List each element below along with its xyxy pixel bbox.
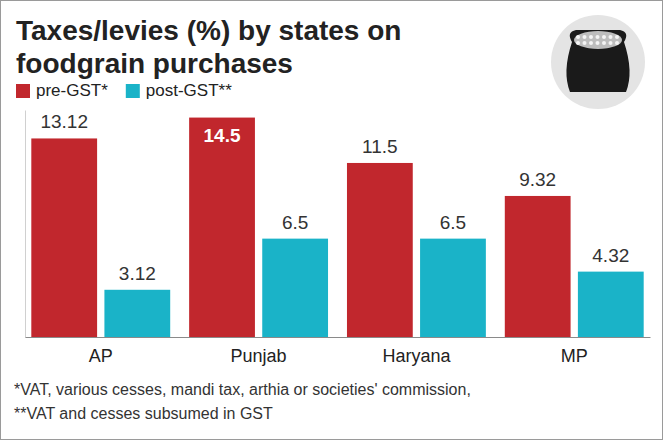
bar (31, 138, 97, 337)
x-tick-label: MP (561, 346, 588, 366)
x-tick-label: Haryana (382, 346, 451, 366)
icon (551, 15, 645, 109)
bar (420, 239, 486, 337)
data-label: 6.5 (440, 212, 466, 233)
data-label: 4.32 (592, 245, 629, 266)
icon-grain-dot (596, 41, 600, 45)
y-axis-line (25, 111, 26, 338)
x-tick: Haryana (382, 337, 451, 366)
icon-grain-dot (583, 35, 587, 39)
icon-grain-dot (576, 41, 580, 45)
x-tick-label: Punjab (231, 346, 287, 366)
legend-label: post-GST** (146, 81, 232, 100)
title-line: foodgrain purchases (16, 48, 293, 79)
icon-grain-dot (576, 35, 580, 39)
icon-circle (551, 15, 645, 109)
data-label: 14.5 (204, 125, 241, 146)
bars (31, 118, 643, 337)
icon-grain-dot (589, 41, 593, 45)
bar (505, 196, 571, 337)
bar (578, 272, 644, 337)
icon-grain-dot (583, 41, 587, 45)
icon-grain-dot (589, 35, 593, 39)
legend-swatch (16, 84, 30, 98)
icon-grain-dot (615, 35, 619, 39)
legend: pre-GST* post-GST** (16, 81, 232, 100)
icon-grain-dot (602, 35, 606, 39)
legend-item: pre-GST* (16, 81, 108, 100)
bar (347, 163, 413, 337)
legend-swatch (126, 84, 140, 98)
icon-grain-dot (609, 35, 613, 39)
bar (189, 118, 255, 337)
data-label: 11.5 (362, 136, 398, 157)
x-tick: AP (89, 337, 113, 366)
data-label: 9.32 (519, 169, 556, 190)
icon-grain-dot (609, 41, 613, 45)
icon-sack (566, 30, 629, 92)
x-tick: Punjab (231, 337, 287, 366)
bar (104, 290, 170, 337)
x-tick: MP (561, 337, 588, 366)
icon-grain-dot (615, 41, 619, 45)
icon-grain-dot (596, 35, 600, 39)
annotation: *VAT, various cesses, mandi tax, arthia … (14, 381, 471, 398)
icon-grain-dot (602, 41, 606, 45)
data-label: 13.12 (40, 111, 88, 132)
icon-grain (574, 31, 622, 49)
annotation: **VAT and cesses subsumed in GST (14, 405, 273, 422)
x-tick-label: AP (89, 346, 113, 366)
data-labels: 13.12 14.5 11.5 9.32 3.12 6.5 6.5 4.32 (40, 111, 629, 283)
data-label: 3.12 (119, 263, 156, 284)
title-line: Taxes/levies (%) by states on (16, 15, 401, 46)
chart: Taxes/levies (%) by states onfoodgrain p… (0, 0, 663, 440)
legend-label: pre-GST* (36, 81, 108, 100)
y-axis (25, 111, 26, 338)
legend-item: post-GST** (126, 81, 232, 100)
bar (262, 239, 328, 337)
frame (1, 1, 663, 440)
title: Taxes/levies (%) by states onfoodgrain p… (16, 15, 401, 79)
x-axis: AP Punjab Haryana MP (26, 337, 651, 366)
x-axis-line (26, 337, 651, 338)
data-label: 6.5 (282, 212, 308, 233)
